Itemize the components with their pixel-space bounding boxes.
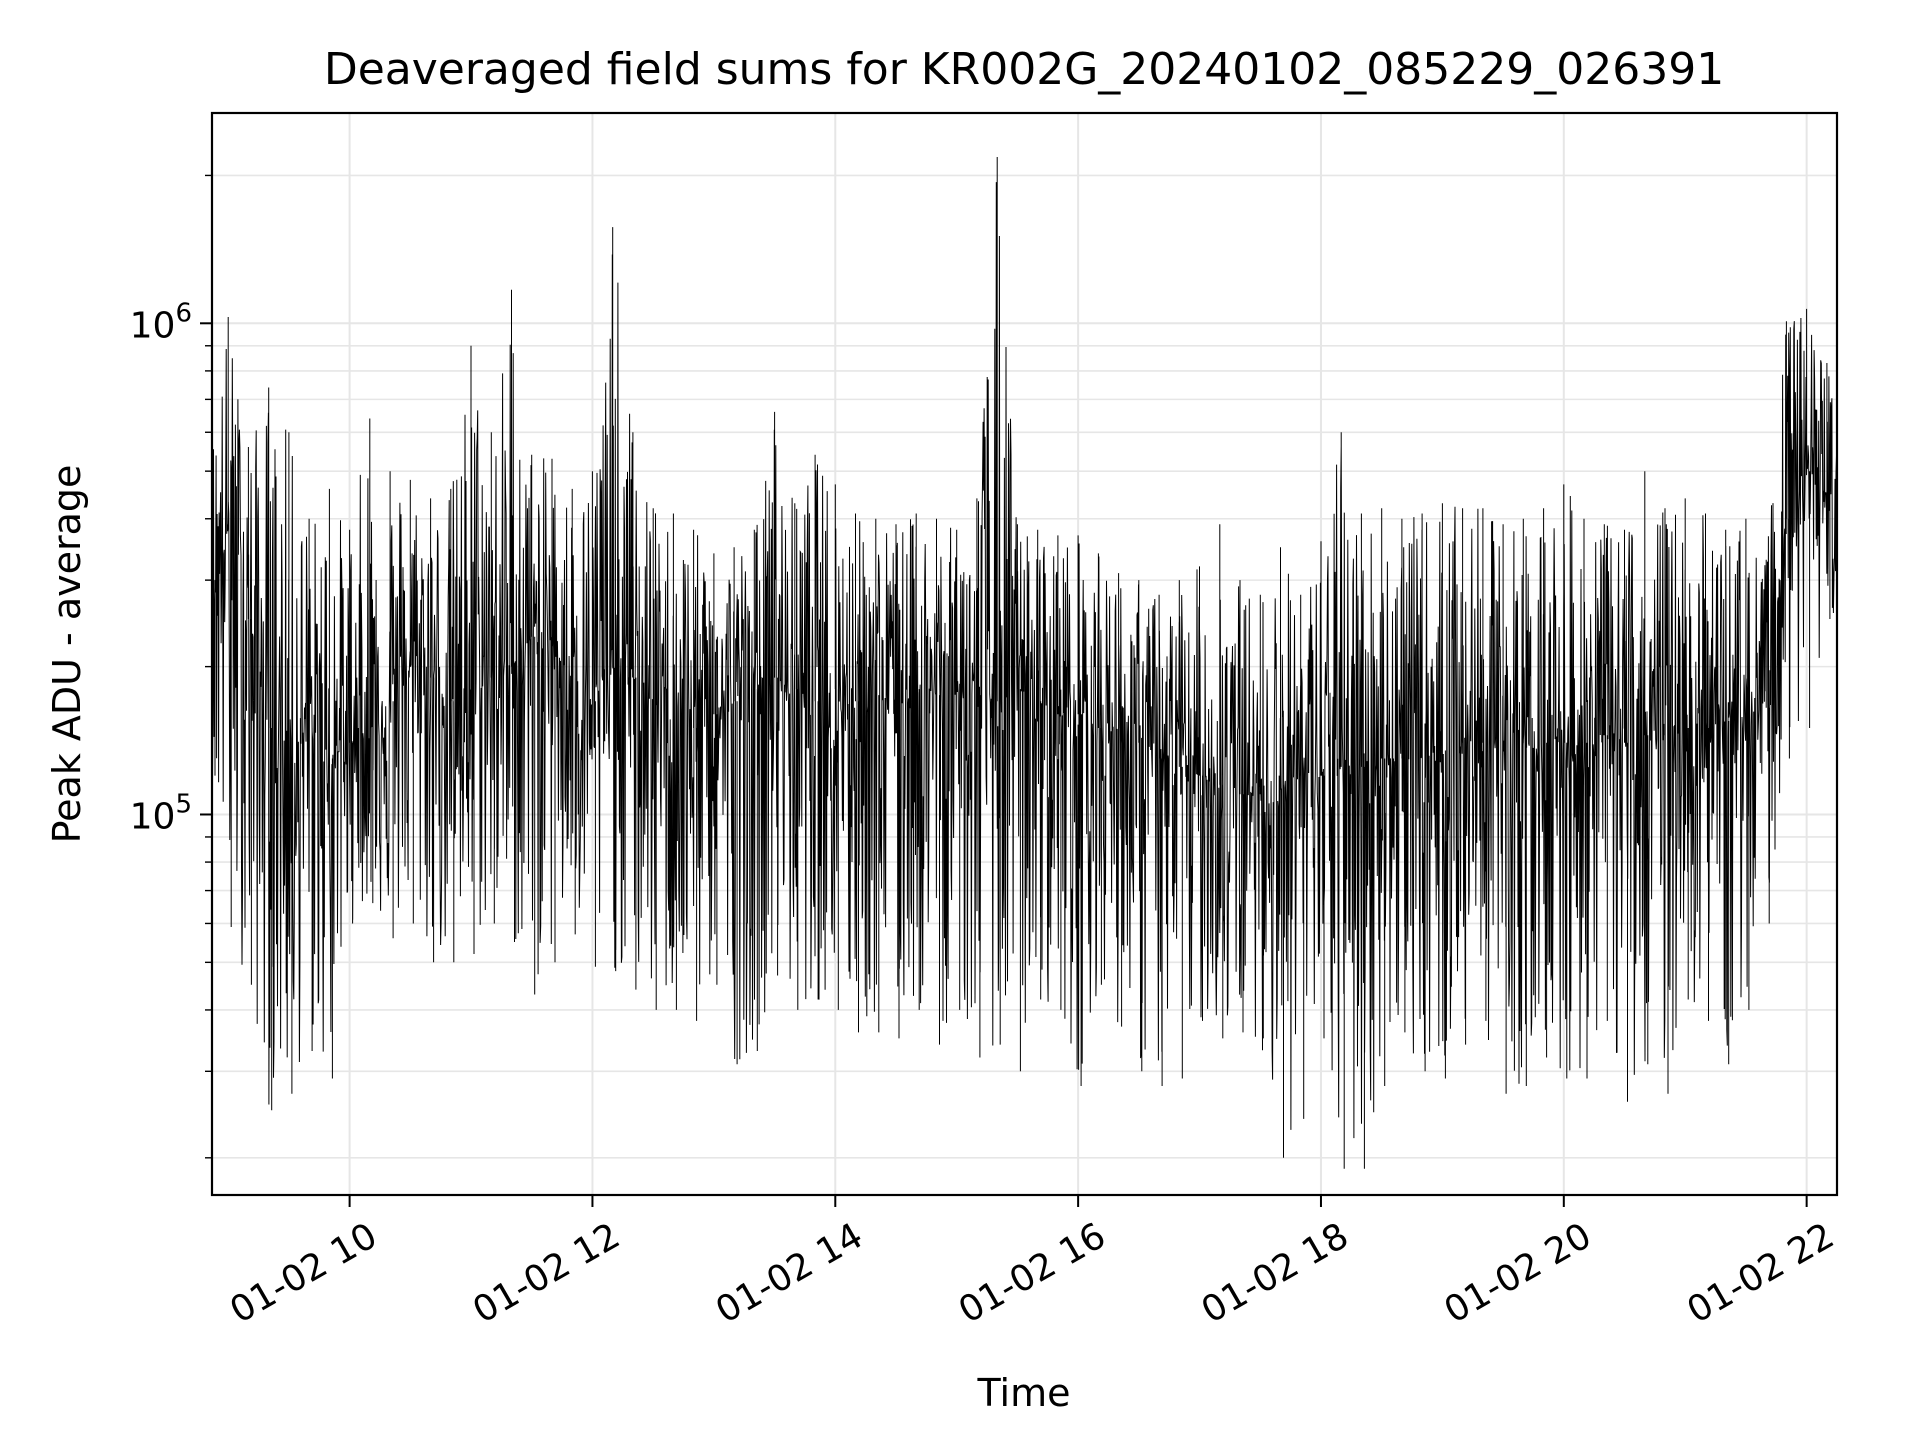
- plot-frame: [210, 111, 1839, 1197]
- series-line: [212, 157, 1837, 1169]
- series-layer: [212, 157, 1837, 1169]
- x-axis-label: Time: [977, 1371, 1071, 1415]
- y-axis-label: Peak ADU - average: [45, 465, 89, 844]
- chart-title: Deaveraged field sums for KR002G_2024010…: [324, 44, 1724, 95]
- y-tick-label: 106: [130, 298, 192, 346]
